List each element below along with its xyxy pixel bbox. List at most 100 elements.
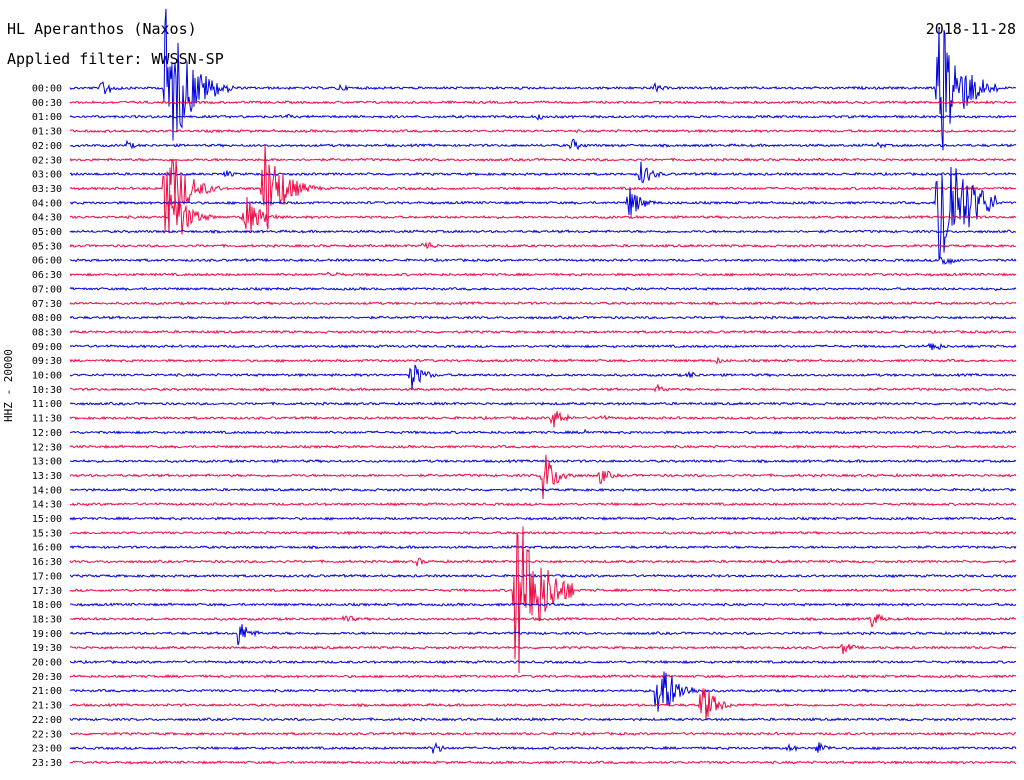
row-label: 14:30 <box>32 500 62 511</box>
row-label-group: 00:00 00:30 01:00 01:30 02:00 02:30 03:00 03:30… <box>32 84 62 769</box>
trace-line <box>69 659 1017 665</box>
row-label: 17:30 <box>32 586 62 597</box>
trace-line <box>69 342 1017 351</box>
trace-line <box>69 515 1017 521</box>
trace-line <box>69 526 1017 673</box>
trace-line <box>69 128 1017 134</box>
trace-line <box>69 557 1017 567</box>
trace-line <box>69 99 1017 105</box>
trace-line <box>69 671 1017 712</box>
date-label: 2018-11-28 <box>925 20 1016 38</box>
row-label: 16:30 <box>32 557 62 568</box>
trace-line <box>69 444 1017 450</box>
row-label: 16:00 <box>32 543 62 554</box>
row-label: 09:00 <box>32 342 62 353</box>
row-label: 06:00 <box>32 256 62 267</box>
trace-line <box>69 741 1017 754</box>
row-label: 00:30 <box>32 98 62 109</box>
trace-line <box>69 242 1017 250</box>
row-label: 12:00 <box>32 428 62 439</box>
trace-line <box>69 688 1017 720</box>
trace-line <box>69 458 1017 464</box>
trace-line <box>69 157 1017 163</box>
trace-line <box>70 731 1017 737</box>
row-label: 22:30 <box>32 729 62 740</box>
row-label: 08:00 <box>32 313 62 324</box>
row-label: 19:30 <box>32 643 62 654</box>
trace-line <box>69 138 1017 151</box>
trace-line <box>69 315 1017 320</box>
trace-line <box>69 300 1017 306</box>
trace-line <box>69 384 1017 393</box>
trace-line <box>69 271 1017 277</box>
row-label: 06:30 <box>32 270 62 281</box>
row-label: 17:00 <box>32 571 62 582</box>
trace-line <box>69 716 1017 722</box>
trace-line <box>69 602 1017 608</box>
trace-line <box>69 428 1017 435</box>
trace-line <box>69 401 1017 406</box>
trace-line <box>69 673 1017 679</box>
row-label: 09:30 <box>32 356 62 367</box>
trace-line <box>69 8 1017 151</box>
row-label: 21:00 <box>32 686 62 697</box>
row-label: 01:00 <box>32 112 62 123</box>
trace-line <box>69 329 1017 335</box>
trace-line <box>70 487 1017 493</box>
trace-line <box>69 530 1017 536</box>
trace-line <box>69 144 1017 234</box>
row-label: 18:00 <box>32 600 62 611</box>
row-label: 20:30 <box>32 672 62 683</box>
trace-line <box>69 643 1017 655</box>
trace-line <box>69 166 1017 260</box>
row-label: 08:30 <box>32 327 62 338</box>
row-label: 03:30 <box>32 184 62 195</box>
row-label: 18:30 <box>32 614 62 625</box>
trace-line <box>69 613 1017 628</box>
row-label: 03:00 <box>32 170 62 181</box>
row-label: 23:00 <box>32 744 62 755</box>
row-label: 15:00 <box>32 514 62 525</box>
row-label: 12:30 <box>32 442 62 453</box>
trace-line <box>69 573 1017 579</box>
row-label: 23:30 <box>32 758 62 769</box>
row-label: 11:00 <box>32 399 62 410</box>
trace-line <box>69 364 1017 391</box>
row-label: 02:30 <box>32 155 62 166</box>
row-label: 13:00 <box>32 457 62 468</box>
row-label: 20:00 <box>32 658 62 669</box>
trace-line <box>69 113 1017 121</box>
trace-line <box>69 410 1017 428</box>
trace-line <box>69 760 1017 765</box>
trace-line <box>69 544 1017 550</box>
row-label: 15:30 <box>32 528 62 539</box>
trace-line <box>69 356 1017 365</box>
row-label: 13:30 <box>32 471 62 482</box>
row-label: 07:00 <box>32 284 62 295</box>
row-label: 05:00 <box>32 227 62 238</box>
filter-label: Applied filter: WWSSN-SP <box>7 50 224 68</box>
row-label: 11:30 <box>32 414 62 425</box>
row-label: 05:30 <box>32 241 62 252</box>
row-label: 04:00 <box>32 198 62 209</box>
trace-line <box>69 454 1017 500</box>
row-label: 04:30 <box>32 213 62 224</box>
row-label: 02:00 <box>32 141 62 152</box>
trace-group <box>69 8 1017 765</box>
row-label: 10:30 <box>32 385 62 396</box>
row-label: 14:00 <box>32 485 62 496</box>
row-label: 00:00 <box>32 84 62 95</box>
trace-line <box>69 624 1017 646</box>
trace-line <box>69 286 1017 292</box>
trace-line <box>69 194 1017 235</box>
row-label: 07:30 <box>32 299 62 310</box>
trace-line <box>69 161 1017 184</box>
row-label: 22:00 <box>32 715 62 726</box>
trace-line <box>69 256 1017 266</box>
trace-line <box>69 502 1017 507</box>
row-label: 01:30 <box>32 127 62 138</box>
row-label: 10:00 <box>32 371 62 382</box>
row-label: 19:00 <box>32 629 62 640</box>
row-label: 21:30 <box>32 701 62 712</box>
